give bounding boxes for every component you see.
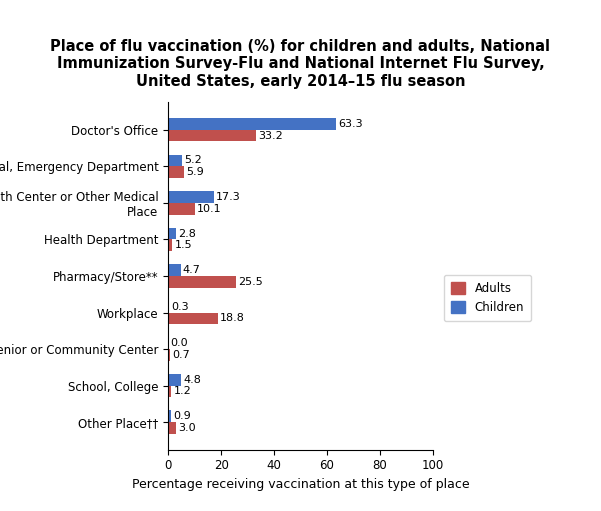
Bar [168,228,175,239]
Text: 5.9: 5.9 [186,167,204,177]
Text: 1.5: 1.5 [174,240,192,250]
Bar [168,239,172,251]
Bar [168,130,256,142]
Text: 18.8: 18.8 [220,313,245,323]
Text: 0.9: 0.9 [172,411,191,422]
Bar [168,422,176,434]
Bar [168,410,171,422]
Bar [168,154,182,166]
Bar [168,166,184,178]
Text: 4.8: 4.8 [183,375,201,385]
X-axis label: Percentage receiving vaccination at this type of place: Percentage receiving vaccination at this… [132,478,469,491]
Text: 10.1: 10.1 [197,204,222,214]
Bar [168,313,218,324]
Bar [168,118,336,130]
Text: 0.3: 0.3 [171,301,189,312]
Title: Place of flu vaccination (%) for children and adults, National
Immunization Surv: Place of flu vaccination (%) for childre… [50,39,551,88]
Text: 5.2: 5.2 [184,155,202,166]
Text: 0.7: 0.7 [172,350,190,360]
Text: 2.8: 2.8 [178,228,196,239]
Bar [168,374,181,386]
Text: 25.5: 25.5 [238,277,263,287]
Bar [168,349,170,361]
Bar [168,301,169,313]
Bar [168,276,236,288]
Text: 3.0: 3.0 [178,423,196,433]
Text: 17.3: 17.3 [216,192,241,202]
Text: 63.3: 63.3 [338,119,362,129]
Text: 33.2: 33.2 [258,130,283,141]
Bar [168,191,214,203]
Bar [168,386,171,398]
Text: 4.7: 4.7 [183,265,201,275]
Bar [168,264,181,276]
Text: 0.0: 0.0 [171,338,188,348]
Text: 1.2: 1.2 [174,386,191,397]
Legend: Adults, Children: Adults, Children [444,275,531,321]
Bar [168,203,195,215]
